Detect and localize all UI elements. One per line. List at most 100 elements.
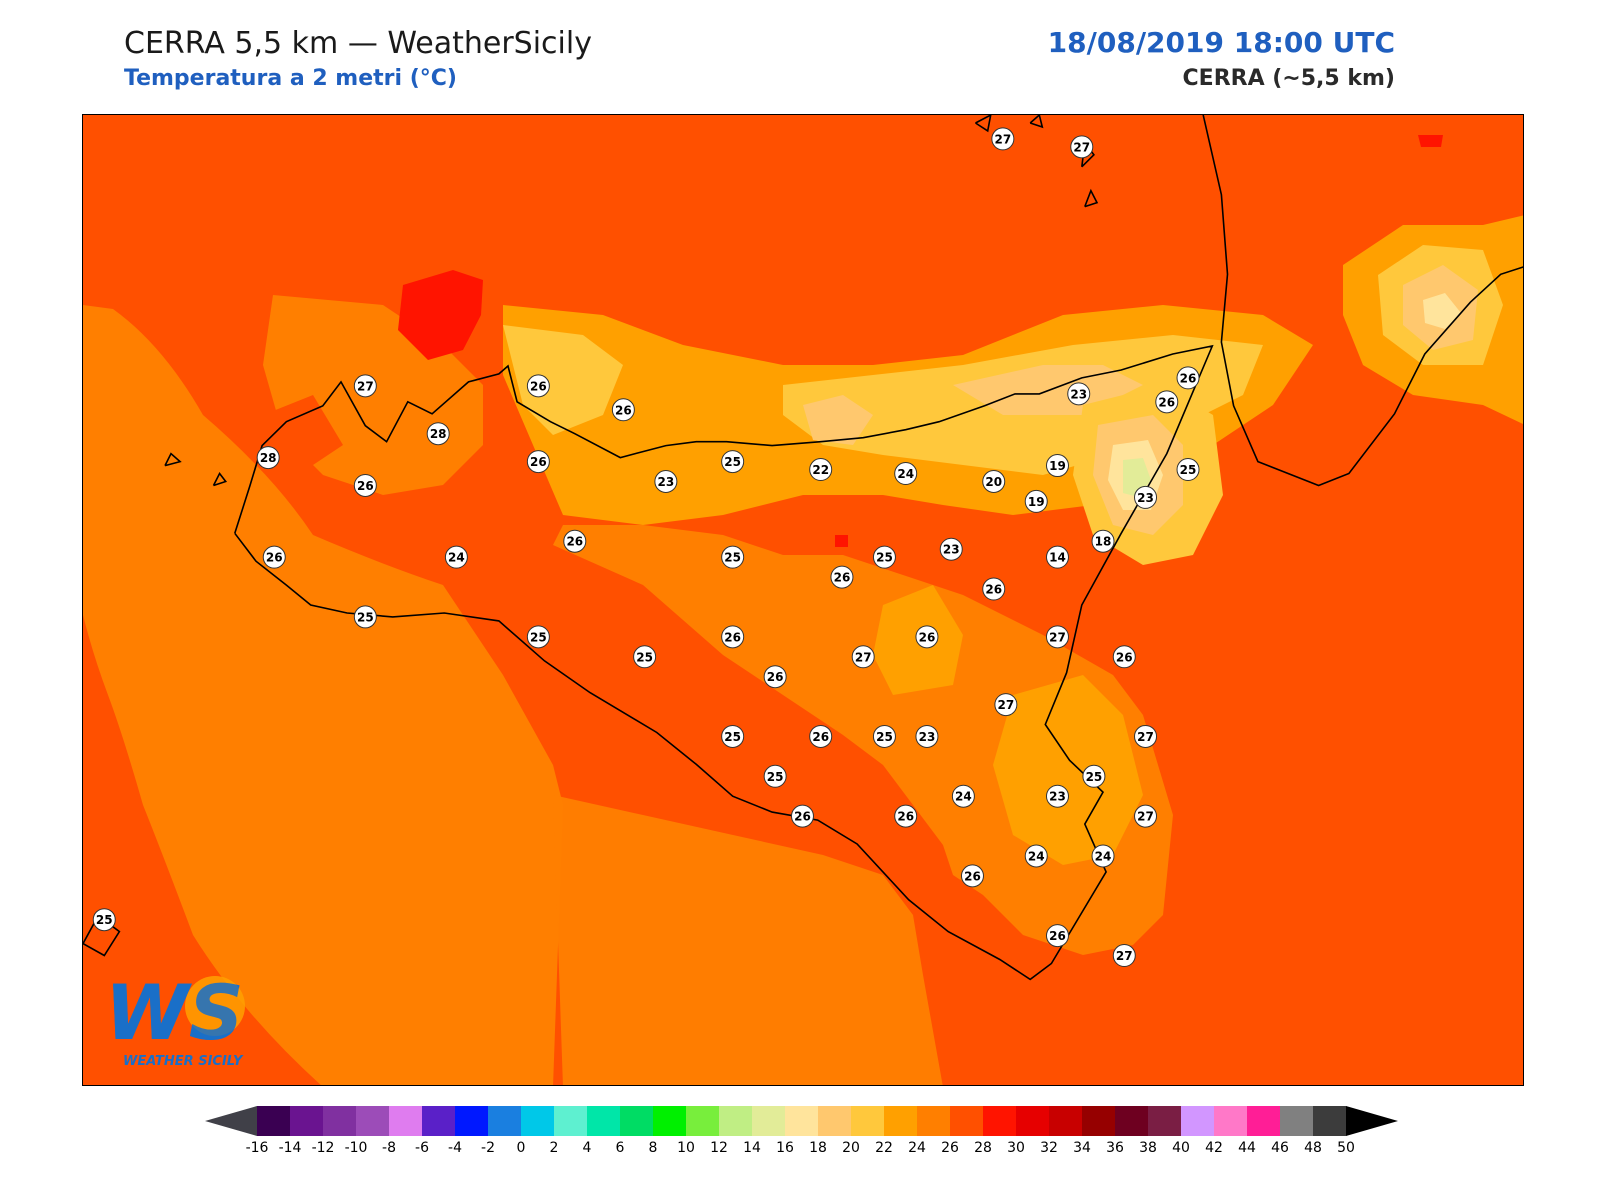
colorbar-bin — [356, 1106, 390, 1136]
colorbar-bin — [851, 1106, 885, 1136]
station-marker: 26 — [1045, 924, 1069, 948]
colorbar-tick-label: 40 — [1172, 1140, 1190, 1156]
station-marker: 28 — [256, 446, 280, 470]
colorbar-bin — [785, 1106, 819, 1136]
temperature-map: 27 27 27 26 26 28 28 26 26 23 25 22 24 20 19 19 23 26 26 25… — [82, 114, 1524, 1086]
station-circle — [1045, 924, 1069, 948]
station-value: 24 — [897, 467, 914, 481]
station-value: 26 — [1180, 371, 1197, 385]
colorbar-bin — [1313, 1106, 1347, 1136]
island-coastline — [1084, 188, 1099, 208]
station-value: 27 — [998, 698, 1015, 712]
station-circle — [611, 398, 635, 422]
station-value: 26 — [266, 551, 283, 565]
station-marker: 26 — [915, 625, 939, 649]
station-value: 25 — [724, 551, 741, 565]
station-marker: 24 — [444, 545, 468, 569]
station-circle — [721, 450, 745, 474]
colorbar-bin — [290, 1106, 324, 1136]
station-marker: 26 — [721, 625, 745, 649]
station-circle — [809, 458, 833, 482]
colorbar-tick-label: 16 — [776, 1140, 794, 1156]
station-value: 24 — [448, 551, 465, 565]
island-coastline — [212, 472, 228, 487]
station-value: 26 — [964, 869, 981, 883]
colorbar-bin — [917, 1106, 951, 1136]
colorbar-bin — [521, 1106, 555, 1136]
colorbar-tick-label: -6 — [415, 1140, 429, 1156]
station-marker: 26 — [526, 374, 550, 398]
station-value: 25 — [724, 455, 741, 469]
station-marker: 23 — [939, 537, 963, 561]
station-marker: 26 — [1155, 390, 1179, 414]
colorbar-tick-label: -10 — [345, 1140, 368, 1156]
station-circle — [526, 450, 550, 474]
station-value: 23 — [943, 543, 960, 557]
station-value: 26 — [767, 670, 784, 684]
colorbar-bin — [1214, 1106, 1248, 1136]
station-circle — [1082, 764, 1106, 788]
station-circle — [1070, 135, 1094, 159]
station-marker: 27 — [994, 693, 1018, 717]
station-marker: 18 — [1091, 529, 1115, 553]
weathersicily-logo: WS WS WEATHER SICILY — [97, 971, 267, 1071]
station-value: 27 — [1073, 140, 1090, 154]
colorbar-tick-label: 24 — [908, 1140, 926, 1156]
station-marker: 27 — [1134, 724, 1158, 748]
station-value: 26 — [615, 403, 632, 417]
station-value: 28 — [260, 451, 277, 465]
station-marker: 24 — [1091, 844, 1115, 868]
colorbar-tick-label: 48 — [1304, 1140, 1322, 1156]
valid-datetime: 18/08/2019 18:00 UTC — [1047, 26, 1395, 59]
colorbar-tick-label: -2 — [481, 1140, 495, 1156]
station-circle — [763, 764, 787, 788]
station-marker: 24 — [894, 462, 918, 486]
station-value: 27 — [855, 650, 872, 664]
station-circle — [256, 446, 280, 470]
station-circle — [763, 665, 787, 689]
station-circle — [1134, 724, 1158, 748]
station-circle — [654, 469, 678, 493]
station-marker: 25 — [526, 625, 550, 649]
svg-text:WS: WS — [105, 971, 244, 1057]
station-value: 25 — [1086, 770, 1103, 784]
colorbar-bin — [950, 1106, 984, 1136]
zone-18-20-peaks — [803, 395, 873, 445]
station-value: 28 — [430, 427, 447, 441]
colorbar-tick-label: 12 — [710, 1140, 728, 1156]
station-circle — [960, 864, 984, 888]
colorbar-tick-label: -14 — [279, 1140, 302, 1156]
colorbar-tick-label: 14 — [743, 1140, 761, 1156]
station-value: 27 — [1049, 630, 1066, 644]
colorbar-bin — [1148, 1106, 1182, 1136]
island-coastline — [1029, 115, 1044, 129]
station-value: 23 — [1049, 790, 1066, 804]
colorbar-tick-label: 2 — [550, 1140, 559, 1156]
colorbar-bin — [554, 1106, 588, 1136]
colorbar-tick-label: 36 — [1106, 1140, 1124, 1156]
station-value: 23 — [919, 730, 936, 744]
station-value: 25 — [530, 630, 547, 644]
station-value: 20 — [985, 475, 1002, 489]
station-marker: 26 — [526, 450, 550, 474]
colorbar-tick-label: 50 — [1337, 1140, 1355, 1156]
station-marker: 26 — [809, 724, 833, 748]
station-circle — [633, 645, 657, 669]
colorbar-tick-label: 28 — [974, 1140, 992, 1156]
station-circle — [1045, 625, 1069, 649]
colorbar-bin — [818, 1106, 852, 1136]
colorbar-tick-label: 8 — [649, 1140, 658, 1156]
station-marker: 24 — [1024, 844, 1048, 868]
station-circle — [1067, 382, 1091, 406]
map-title: CERRA 5,5 km — WeatherSicily — [124, 26, 592, 61]
colorbar-bin — [455, 1106, 489, 1136]
station-marker: 27 — [991, 127, 1015, 151]
station-marker: 26 — [894, 804, 918, 828]
station-value: 14 — [1049, 551, 1066, 565]
station-circle — [92, 908, 116, 932]
station-value: 25 — [876, 551, 893, 565]
station-value: 26 — [985, 583, 1002, 597]
station-circle — [1091, 529, 1115, 553]
station-value: 26 — [566, 535, 583, 549]
colorbar-bin — [1082, 1106, 1116, 1136]
